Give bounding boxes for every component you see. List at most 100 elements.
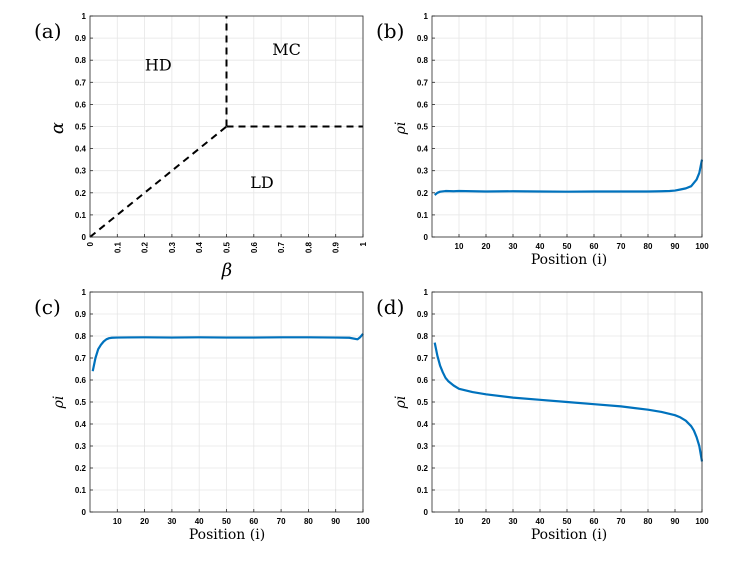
y-tick-label: 0 (424, 508, 429, 517)
x-tick-label: 30 (509, 517, 518, 526)
plot-frame (89, 15, 364, 238)
density-line (434, 159, 704, 196)
y-tick-label: 0.7 (417, 78, 429, 87)
x-tick-label: 0.9 (332, 241, 341, 253)
x-tick-label: 30 (509, 242, 518, 251)
x-tick-label: 20 (482, 242, 491, 251)
x-tick-label: 0.5 (223, 241, 232, 253)
panel-d: (d) 0 0.1 0.2 0.3 0.4 0.5 0.6 0.7 0.8 0.9 1 10 20 30 4… (376, 288, 709, 543)
y-tick-label: 0.5 (417, 398, 429, 407)
x-tick-label: 0.1 (113, 241, 122, 253)
y-tick-label: 0.6 (417, 376, 429, 385)
x-axis-label: β (221, 260, 232, 281)
x-tick-label: 70 (277, 517, 286, 526)
y-tick-label: 0.9 (417, 34, 429, 43)
y-tick-label: 0.2 (417, 464, 429, 473)
x-tick-label: 60 (590, 242, 599, 251)
x-tick-label: 50 (222, 517, 231, 526)
x-tick-label: 80 (644, 517, 653, 526)
phase-boundary-line (89, 125, 228, 238)
y-axis-label: ρi (393, 396, 409, 410)
x-tick-label: 20 (140, 517, 149, 526)
x-tick-label: 60 (590, 517, 599, 526)
x-tick-label: 90 (671, 242, 680, 251)
y-axis-label: ρi (51, 396, 67, 410)
y-tick-label: 0.1 (417, 211, 429, 220)
x-tick-label: 90 (671, 517, 680, 526)
y-tick-label: 0.2 (75, 189, 87, 198)
x-tick-label: 20 (482, 517, 491, 526)
y-tick-label: 0.5 (417, 123, 429, 132)
region-label-hd: HD (145, 56, 172, 75)
x-tick-label: 40 (536, 517, 545, 526)
y-tick-label: 0.3 (417, 442, 429, 451)
y-tick-label: 0.4 (417, 420, 429, 429)
y-axis-label-text: ρi (51, 396, 67, 410)
y-tick-label: 0.9 (417, 310, 429, 319)
x-tick-label: 0.2 (141, 241, 150, 253)
y-tick-label: 0.7 (75, 354, 87, 363)
x-tick-label: 10 (455, 242, 464, 251)
x-tick-label: 40 (195, 517, 204, 526)
y-tick-label: 0.3 (417, 167, 429, 176)
y-tick-label: 0 (424, 233, 429, 242)
region-label-mc: MC (272, 40, 301, 59)
y-axis-label-text: ρi (393, 396, 409, 410)
region-label-ld: LD (250, 173, 273, 192)
x-tick-label: 90 (331, 517, 340, 526)
x-tick-label: 80 (644, 242, 653, 251)
x-tick-label: 80 (304, 517, 313, 526)
y-tick-label: 0 (82, 508, 87, 517)
y-axis-label: α (47, 122, 68, 134)
y-tick-label: 0 (82, 233, 87, 242)
y-tick-label: 1 (82, 288, 87, 297)
x-axis-label: Position (i) (189, 527, 265, 543)
panel-a: (a) HD MC LD 0 0.1 0.2 0.3 0.4 0.5 0.6 0.7 0.8 0.… (34, 12, 368, 281)
x-tick-label: 70 (617, 242, 626, 251)
y-axis-label-text: ρi (393, 122, 409, 136)
x-tick-label: 0.8 (304, 241, 313, 253)
x-tick-label: 70 (617, 517, 626, 526)
x-tick-label: 10 (113, 517, 122, 526)
panel-c: (c) 0 0.1 0.2 0.3 0.4 0.5 0.6 0.7 0.8 0.9 1 10 20 30 4… (34, 288, 370, 543)
x-tick-label: 60 (249, 517, 258, 526)
x-tick-label: 0.6 (250, 241, 259, 253)
panel-label: (c) (34, 295, 61, 319)
y-axis-label: ρi (393, 122, 409, 136)
x-tick-label: 0.4 (195, 241, 204, 253)
x-tick-label: 50 (563, 517, 572, 526)
x-axis-label: Position (i) (531, 252, 607, 268)
y-tick-label: 0.4 (417, 145, 429, 154)
y-tick-label: 0.2 (417, 189, 429, 198)
plot-frame (431, 15, 703, 238)
y-tick-label: 0.2 (75, 464, 87, 473)
y-tick-label: 0.1 (75, 211, 87, 220)
y-tick-label: 0.6 (75, 376, 87, 385)
x-tick-label: 100 (695, 242, 709, 251)
panel-b: (b) 0 0.1 0.2 0.3 0.4 0.5 0.6 0.7 0.8 0.9 1 10 20 30 4… (376, 12, 709, 268)
y-tick-label: 0.8 (75, 332, 87, 341)
x-tick-label: 0 (86, 241, 95, 246)
x-tick-label: 1 (359, 241, 368, 246)
y-tick-label: 1 (424, 288, 429, 297)
plot-frame (431, 291, 703, 513)
density-line (91, 333, 364, 372)
y-tick-label: 0.9 (75, 310, 87, 319)
y-tick-label: 0.3 (75, 167, 87, 176)
x-tick-label: 40 (536, 242, 545, 251)
y-tick-label: 0.8 (417, 56, 429, 65)
plot-frame (89, 291, 364, 513)
y-tick-label: 0.8 (75, 56, 87, 65)
x-tick-label: 0.7 (277, 241, 286, 253)
y-tick-label: 1 (424, 12, 429, 21)
y-tick-label: 0.9 (75, 34, 87, 43)
y-tick-label: 0.7 (75, 78, 87, 87)
x-tick-label: 0.3 (168, 241, 177, 253)
y-tick-label: 0.1 (75, 486, 87, 495)
x-tick-label: 50 (563, 242, 572, 251)
panel-label: (b) (376, 19, 404, 43)
density-line (433, 342, 704, 462)
y-tick-label: 0.6 (75, 100, 87, 109)
y-tick-label: 0.4 (75, 420, 87, 429)
